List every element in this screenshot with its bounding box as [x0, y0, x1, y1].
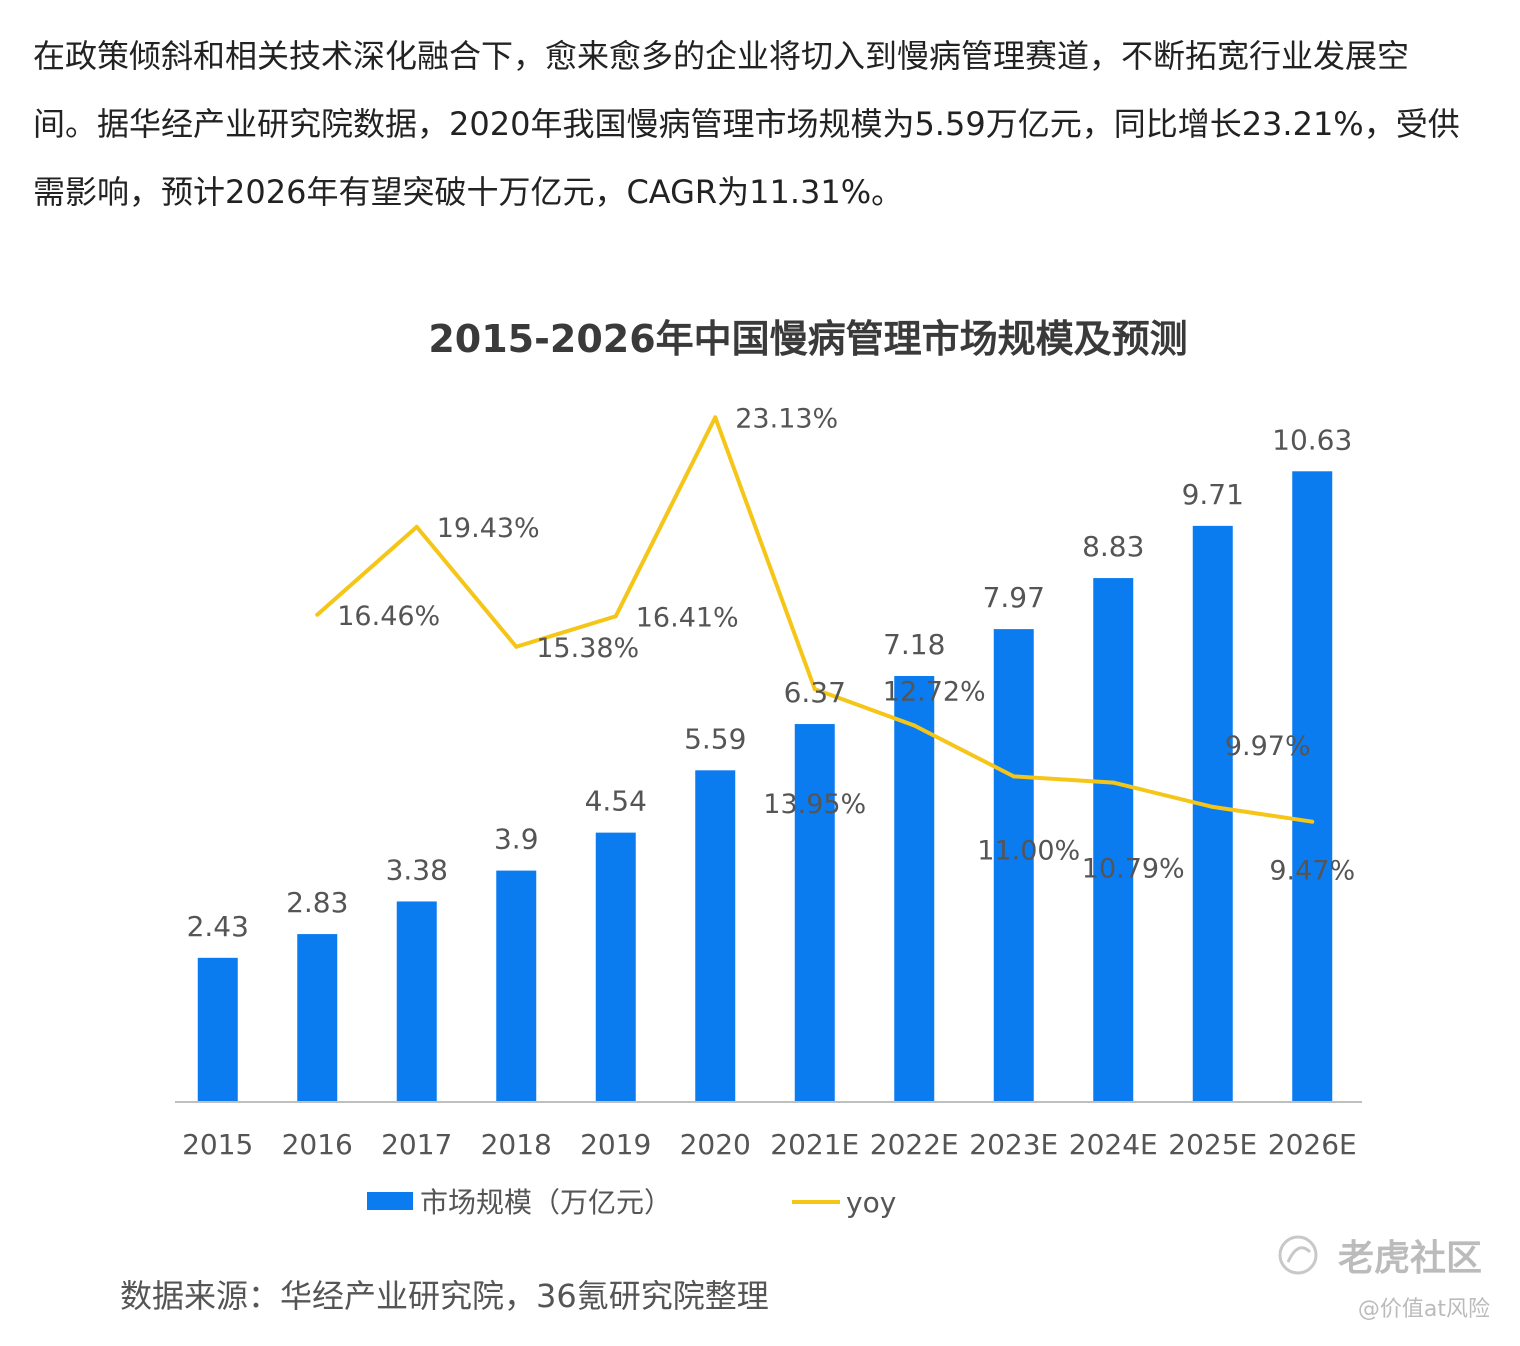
intro-line-2: 间。据华经产业研究院数据，2020年我国慢病管理市场规模为5.59万亿元，同比增…	[33, 105, 1460, 143]
bar-2022E	[894, 675, 935, 1102]
yoy-point-2019	[613, 614, 618, 619]
x-tick-2015: 2015	[182, 1128, 253, 1161]
bar-label-2019: 4.54	[585, 785, 647, 818]
bar-label-2023E: 7.97	[983, 581, 1045, 614]
source-note: 数据来源：华经产业研究院，36氪研究院整理	[120, 1277, 769, 1315]
intro-paragraph: 在政策倾斜和相关技术深化融合下，愈来愈多的企业将切入到慢病管理赛道，不断拓宽行业…	[33, 22, 1503, 226]
chart-title: 2015-2026年中国慢病管理市场规模及预测	[428, 317, 1187, 361]
yoy-point-2017	[414, 524, 419, 529]
x-tick-2017: 2017	[381, 1128, 452, 1161]
yoy-point-2021E	[812, 687, 817, 692]
yoy-label-2023E: 11.00%	[977, 835, 1080, 866]
yoy-label-2016: 16.46%	[337, 601, 440, 632]
bar-2021E	[794, 724, 835, 1102]
yoy-value-labels: 16.46% 19.43% 15.38%16.41% 23.13% 13.95% 12.7…	[337, 403, 1355, 886]
yoy-label-2020: 23.13%	[735, 403, 838, 434]
yoy-point-2026E	[1310, 819, 1315, 824]
market-size-chart: 2015-2026年中国慢病管理市场规模及预测 2015 2016 2017 2018…	[120, 317, 1490, 1322]
watermark: 老虎社区 @价值at风险	[1278, 1235, 1490, 1322]
bar-2024E	[1093, 578, 1134, 1102]
x-tick-2024E: 2024E	[1069, 1128, 1158, 1161]
bar-label-2026E: 10.63	[1272, 423, 1352, 456]
yoy-point-2023E	[1011, 774, 1016, 779]
bar-label-2022E: 7.18	[883, 628, 945, 661]
yoy-point-2022E	[912, 723, 917, 728]
watermark-logo-icon	[1278, 1235, 1318, 1275]
bar-value-labels: 2.43 2.83 3.38 3.9 4.54 5.59 6.37 7.18 7.97 8.83 9…	[187, 423, 1353, 943]
bar-label-2025E: 9.71	[1182, 478, 1244, 511]
bar-label-2016: 2.83	[286, 886, 348, 919]
x-tick-2021E: 2021E	[770, 1128, 859, 1161]
legend: 市场规模（万亿元） yoy	[367, 1186, 896, 1219]
yoy-label-2018: 15.38%	[536, 633, 639, 664]
x-axis-ticks: 2015 2016 2017 2018 2019 2020 2021E 2022E 2023E 2…	[182, 1128, 1357, 1161]
bar-2015	[197, 957, 238, 1102]
bar-label-2017: 3.38	[386, 853, 448, 886]
x-tick-2016: 2016	[282, 1128, 353, 1161]
x-tick-2025E: 2025E	[1168, 1128, 1257, 1161]
x-tick-2019: 2019	[580, 1128, 651, 1161]
bar-2020	[695, 770, 736, 1102]
bar-2016	[297, 934, 338, 1102]
bar-2025E	[1192, 525, 1233, 1102]
watermark-logo-mark	[1286, 1246, 1312, 1263]
bar-2018	[496, 870, 537, 1102]
yoy-label-2017: 19.43%	[437, 513, 540, 544]
legend-bar-label: 市场规模（万亿元）	[420, 1186, 672, 1219]
bar-series	[197, 471, 1333, 1102]
bar-label-2024E: 8.83	[1082, 530, 1144, 563]
x-tick-2020: 2020	[680, 1128, 751, 1161]
bar-label-2018: 3.9	[494, 823, 539, 856]
bar-label-2021E: 6.37	[784, 676, 846, 709]
yoy-point-2024E	[1111, 780, 1116, 785]
chart-container: 2015-2026年中国慢病管理市场规模及预测 2015 2016 2017 2018…	[0, 280, 1520, 1346]
yoy-point-2025E	[1210, 804, 1215, 809]
intro-line-3: 需影响，预计2026年有望突破十万亿元，CAGR为11.31%。	[33, 173, 904, 211]
bar-2019	[595, 832, 636, 1102]
x-tick-2023E: 2023E	[969, 1128, 1058, 1161]
yoy-label-2025E: 9.97%	[1225, 731, 1311, 762]
bar-2026E	[1292, 471, 1333, 1102]
intro-line-1: 在政策倾斜和相关技术深化融合下，愈来愈多的企业将切入到慢病管理赛道，不断拓宽行业…	[33, 37, 1410, 75]
x-tick-2018: 2018	[481, 1128, 552, 1161]
yoy-label-2026E: 9.47%	[1269, 856, 1355, 887]
bar-2023E	[993, 629, 1034, 1102]
legend-line-label: yoy	[846, 1186, 896, 1219]
yoy-point-2020	[713, 415, 718, 420]
bar-label-2020: 5.59	[684, 722, 746, 755]
bar-2017	[396, 901, 437, 1102]
x-tick-2026E: 2026E	[1268, 1128, 1357, 1161]
yoy-point-2018	[514, 644, 519, 649]
watermark-brand: 老虎社区	[1338, 1238, 1482, 1279]
legend-bar-swatch	[367, 1192, 413, 1210]
yoy-label-2021E: 13.95%	[763, 789, 866, 820]
yoy-point-2016	[315, 612, 320, 617]
yoy-label-2024E: 10.79%	[1082, 854, 1185, 885]
yoy-label-2022E: 12.72%	[883, 676, 986, 707]
watermark-handle: @价值at风险	[1358, 1297, 1490, 1322]
yoy-series	[315, 415, 1315, 824]
x-tick-2022E: 2022E	[870, 1128, 959, 1161]
yoy-label-2019: 16.41%	[636, 602, 739, 633]
bar-label-2015: 2.43	[187, 910, 249, 943]
